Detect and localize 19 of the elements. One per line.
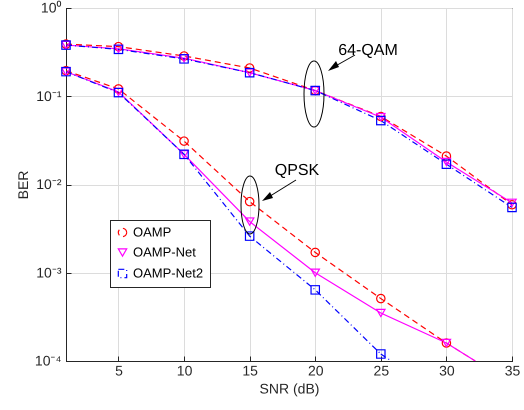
x-tick-label: 20 (308, 362, 324, 378)
y-tick-label: 10⁻² (36, 176, 62, 192)
x-tick-label: 10 (176, 362, 193, 378)
legend-label: OAMP-Net (133, 244, 196, 260)
x-tick-label: 30 (439, 362, 455, 378)
y-axis-title: BER (14, 170, 31, 200)
y-tick-label: 10⁰ (40, 0, 62, 16)
x-axis-title: SNR (dB) (260, 380, 320, 396)
legend-label: OAMP (133, 224, 172, 240)
y-tick-label: 10⁻¹ (36, 88, 62, 104)
x-tick-label: 25 (374, 362, 390, 378)
legend-label: OAMP-Net2 (133, 266, 204, 280)
x-tick-label: 5 (115, 362, 124, 378)
x-tick-label: 15 (242, 362, 258, 378)
y-tick-label: 10⁻⁴ (34, 352, 62, 368)
annotation: 64-QAM (338, 42, 398, 59)
annotation: QPSK (274, 162, 320, 179)
y-tick-label: 10⁻³ (36, 264, 62, 280)
x-tick-label: 35 (504, 362, 520, 378)
